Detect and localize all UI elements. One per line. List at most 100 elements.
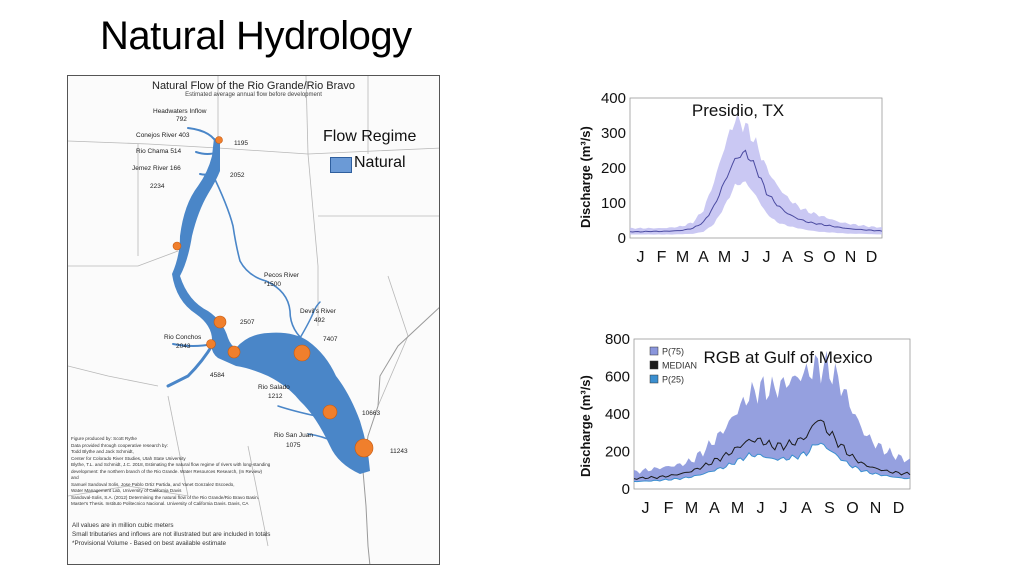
label-4584: 4584 (210, 372, 225, 379)
chart2-ylabel: Discharge (m³/s) (578, 375, 593, 477)
label-10663: 10663 (362, 410, 381, 417)
credit-line: Figure produced by: Scott Rythe (71, 436, 137, 441)
node-2507 (213, 315, 227, 329)
map-subtitle: Estimated average annual flow before dev… (185, 92, 322, 98)
x-tick-label: M (676, 249, 689, 266)
chart-title: RGB at Gulf of Mexico (703, 348, 872, 367)
node-11243 (354, 438, 374, 458)
legend-title: Flow Regime (323, 128, 417, 145)
chart-title: Presidio, TX (692, 101, 784, 120)
series-band (634, 350, 910, 482)
label-7407: 7407 (323, 336, 338, 343)
label-conchos: Rio Conchos (164, 334, 202, 341)
node-4584 (227, 345, 241, 359)
flow-nodes (172, 136, 374, 458)
y-tick-label: 400 (605, 406, 630, 423)
y-tick-label: 200 (605, 444, 630, 461)
series-line-median (629, 149, 883, 233)
chart1-ylabel: Discharge (m³/s) (578, 126, 593, 228)
label-2234: 2234 (150, 183, 165, 190)
label-conejos: Conejos River 403 (136, 132, 190, 139)
x-tick-label: D (893, 500, 905, 517)
credit-line: Water Management Lab, University of Cali… (71, 488, 182, 493)
x-tick-label: M (731, 500, 744, 517)
rio-grande-main-channel (172, 138, 370, 474)
label-sanjuan: Rio San Juan (274, 432, 314, 439)
node-10663 (322, 404, 338, 420)
label-jemez: Jemez River 166 (132, 165, 181, 172)
series-band (630, 113, 882, 235)
label-headwaters-value: 792 (176, 116, 187, 123)
node-conchos (206, 339, 216, 349)
legend-marker (649, 346, 659, 356)
map-title: Natural Flow of the Rio Grande/Rio Bravo (152, 80, 355, 92)
map-credits: Figure produced by: Scott Rythe Data pro… (71, 436, 321, 508)
slide-title: Natural Hydrology (100, 14, 412, 58)
label-11243: 11243 (390, 448, 408, 455)
y-tick-label: 600 (605, 369, 630, 386)
credit-line: Master's Thesis. Instituto Politecnico N… (71, 501, 249, 506)
label-pecos: Pecos River (264, 272, 300, 279)
legend-entry: MEDIAN (662, 361, 697, 371)
chart2-ylabel-text: Discharge (m³/s) (578, 375, 593, 477)
label-1195: 1195 (234, 140, 248, 147)
note-line: Small tributaries and inflows are not il… (72, 531, 271, 538)
y-tick-label: 800 (605, 331, 630, 348)
label-2507: 2507 (240, 319, 255, 326)
legend-marker (649, 360, 659, 370)
credit-line: Blythe, T.L. and Schmidt, J.C. 2018, Est… (71, 462, 271, 467)
legend-label: Natural (354, 154, 406, 171)
label-2052: 2052 (230, 172, 245, 179)
note-line: *Provisional Volume - Based on best avai… (72, 540, 227, 547)
x-tick-label: A (698, 249, 709, 266)
credit-line: Todd Blythe and Jack Schmidt, (71, 449, 134, 454)
coastline (362, 307, 439, 564)
x-tick-label: A (801, 500, 812, 517)
label-salado: Rio Salado (258, 384, 290, 391)
state-borders (68, 76, 439, 547)
credit-line: Samuel Sandoval Solis, Jose Pablo Ortiz … (71, 481, 235, 487)
y-tick-label: 0 (618, 230, 626, 247)
credit-line: Sandoval-Solis, S.A. (2012) Determining … (71, 494, 259, 500)
credit-line: Center for Colorado River Studies, Utah … (71, 455, 186, 461)
legend-entry: P(75) (662, 347, 684, 357)
chart2-legend: P(75) MEDIAN P(25) (649, 346, 697, 385)
credit-line: development: the northern branch of the … (71, 468, 263, 474)
y-tick-label: 0 (622, 481, 630, 498)
note-line: All values are in million cubic meters (72, 522, 174, 529)
x-tick-label: D (866, 249, 878, 266)
label-headwaters: Headwaters Inflow (153, 108, 207, 115)
node-7407 (293, 344, 311, 362)
legend-marker (649, 374, 659, 384)
x-tick-label: J (763, 249, 771, 266)
x-tick-label: A (709, 500, 720, 517)
x-tick-label: N (870, 500, 882, 517)
y-tick-label: 400 (601, 90, 626, 107)
x-tick-label: J (757, 500, 765, 517)
chart-gulf: Discharge (m³/s) 0 200 400 600 800 J F M A M J J A S O… (578, 325, 923, 520)
x-tick-label: F (657, 249, 667, 266)
label-conchos-value: 2043 (176, 343, 191, 350)
x-tick-label: J (742, 249, 750, 266)
x-tick-label: M (685, 500, 698, 517)
credit-line: and (71, 475, 79, 480)
x-tick-label: M (718, 249, 731, 266)
x-tick-label: S (824, 500, 835, 517)
legend-swatch (330, 157, 352, 173)
chart-presidio: Discharge (m³/s) 0 100 200 300 400 J F M A M J J A S O… (578, 88, 888, 278)
x-tick-label: A (782, 249, 793, 266)
y-tick-label: 100 (601, 195, 626, 212)
map-canvas (68, 76, 439, 564)
series-line-median (633, 419, 911, 480)
chart1-ylabel-text: Discharge (m³/s) (578, 126, 593, 228)
x-tick-label: J (642, 500, 650, 517)
credit-line: Data provided through cooperative resear… (71, 442, 169, 448)
series-line-p25 (633, 442, 911, 483)
label-salado-value: 1212 (268, 393, 283, 400)
node-2234 (172, 241, 182, 251)
y-tick-label: 200 (601, 160, 626, 177)
label-chama: Rio Chama 514 (136, 148, 182, 155)
plot-frame (629, 97, 883, 239)
